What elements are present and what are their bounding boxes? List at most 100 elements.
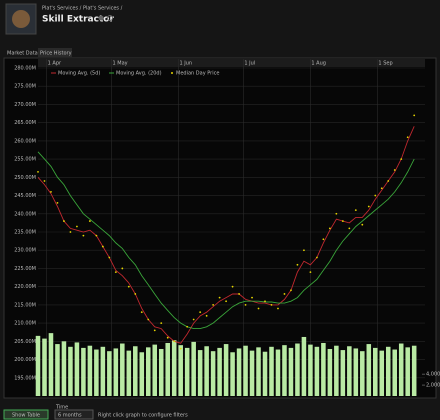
volume-bar: [100, 346, 106, 396]
point: [82, 234, 85, 237]
settings-icon[interactable]: [107, 15, 113, 21]
x-tick-label: 1 Jul: [244, 61, 255, 67]
y-tick-label: 270.00M: [14, 102, 36, 108]
point: [315, 256, 318, 259]
tab[interactable]: Market Data: [7, 51, 38, 57]
volume-bar: [360, 351, 365, 396]
volume-bar: [48, 333, 54, 396]
point: [367, 205, 370, 208]
point: [290, 289, 292, 292]
time-value[interactable]: 6 months: [58, 413, 82, 419]
volume-bar: [392, 349, 398, 396]
point: [179, 347, 182, 350]
volume-bar: [308, 344, 313, 396]
icon-art: [12, 10, 30, 28]
point: [328, 227, 331, 230]
volume-bar: [35, 335, 41, 396]
point: [264, 300, 266, 303]
volume-bar: [249, 350, 255, 396]
volume-bar: [282, 345, 287, 396]
point: [341, 220, 344, 222]
volume-bar: [184, 347, 190, 396]
volume-bar: [145, 347, 151, 396]
volume-bar: [197, 350, 203, 396]
volume-bar: [340, 350, 346, 396]
point: [205, 314, 208, 317]
legend-label: Moving Avg. (20d): [116, 71, 162, 77]
y-tick-label: 260.00M: [14, 138, 36, 144]
y-tick-label: 255.00M: [14, 157, 36, 163]
volume-bar: [210, 351, 216, 396]
time-label: Time: [55, 405, 68, 411]
volume-bar: [107, 351, 112, 396]
point: [69, 231, 72, 233]
y-tick-label: 200.00M: [14, 357, 36, 363]
y-tick-label: 205.00M: [14, 339, 36, 345]
volume-bar: [191, 341, 196, 396]
volume-bar: [334, 345, 339, 396]
hint: Right click graph to configure filters: [98, 413, 188, 419]
point: [153, 329, 156, 332]
show-table-button[interactable]: [3, 409, 49, 420]
y-tick-label: 280.00M: [14, 66, 36, 72]
volume-bar: [230, 352, 235, 396]
volume-bar: [327, 348, 333, 396]
point: [76, 225, 78, 228]
volume-bar: [87, 345, 93, 396]
point: [56, 201, 59, 204]
volume-bar: [236, 348, 242, 396]
point: [309, 271, 312, 273]
volume-bar: [94, 349, 99, 396]
volume-bar: [288, 347, 294, 396]
point: [225, 300, 227, 303]
volume-bar: [217, 347, 222, 396]
volume-bar: [81, 347, 86, 396]
volume-bar: [243, 345, 248, 396]
point: [114, 271, 117, 273]
volume-bar: [398, 343, 404, 396]
point: [218, 296, 221, 299]
point: [101, 245, 104, 248]
point: [283, 293, 286, 295]
point: [173, 340, 176, 343]
x-tick-label: 1 May: [113, 61, 128, 67]
volume-bar: [113, 348, 119, 396]
point: [413, 114, 416, 117]
y2-tick-label: 2,000: [426, 383, 440, 389]
info-icon[interactable]: [98, 15, 104, 21]
y-tick-label: 195.00M: [14, 375, 36, 381]
point: [160, 322, 163, 325]
point: [257, 307, 260, 310]
volume-bar: [256, 347, 261, 396]
y-tick-label: 265.00M: [14, 120, 36, 126]
volume-bar: [55, 344, 60, 396]
tab-active[interactable]: [38, 48, 72, 57]
volume-bar: [275, 349, 281, 396]
legend-label: Moving Avg. (5d): [58, 71, 100, 77]
volume-bar: [126, 350, 132, 396]
volume-bar: [165, 342, 170, 396]
volume-bar: [139, 352, 145, 396]
y2-tick-label: 4,000: [426, 372, 440, 378]
time-select[interactable]: [54, 409, 94, 420]
tab[interactable]: Price History: [40, 51, 72, 57]
y-tick-label: 245.00M: [14, 193, 36, 199]
x-tick-label: 1 Sep: [378, 61, 392, 67]
point: [43, 180, 46, 182]
point: [296, 263, 299, 266]
volume-bar: [405, 347, 410, 396]
x-tick-label: 1 Aug: [311, 61, 326, 67]
y-tick-label: 275.00M: [14, 84, 36, 90]
point: [270, 303, 273, 306]
point: [121, 267, 124, 270]
point: [108, 256, 111, 259]
volume-bar: [152, 344, 158, 396]
line: [37, 126, 415, 344]
button-label[interactable]: Show Table: [12, 413, 40, 419]
y-tick-label: 215.00M: [14, 302, 36, 308]
x-tick-label: 1 Apr: [48, 61, 62, 67]
breadcrumb[interactable]: Plat's Services / Plat's Services /: [42, 6, 123, 12]
volume-bar: [223, 344, 229, 396]
point: [277, 307, 279, 310]
